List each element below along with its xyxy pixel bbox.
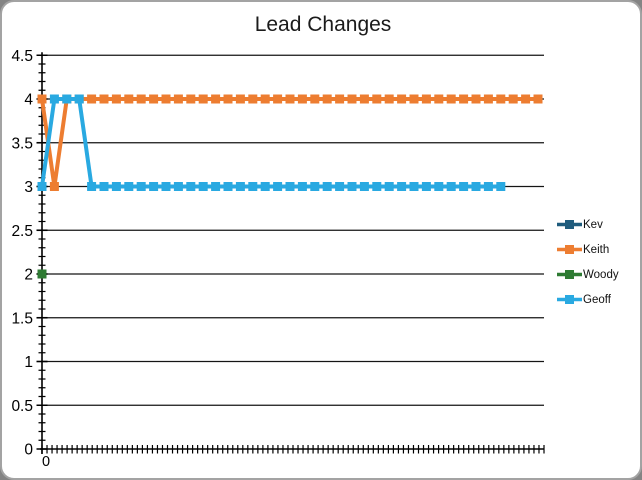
legend-marker-keith [557,245,582,254]
svg-text:4: 4 [24,92,33,109]
svg-text:2.5: 2.5 [11,223,33,240]
legend-label-kev: Kev [583,218,603,231]
legend-item-kev[interactable]: Kev [556,212,619,237]
gridlines [42,54,544,406]
legend-item-geoff[interactable]: Geoff [556,287,619,312]
legend-label-geoff: Geoff [583,293,611,306]
svg-text:4.5: 4.5 [11,48,33,65]
svg-text:3: 3 [24,179,33,196]
legend-marker-kev [557,220,582,229]
svg-text:1: 1 [24,354,33,371]
svg-text:0.5: 0.5 [11,398,33,415]
legend-item-woody[interactable]: Woody [556,262,619,287]
svg-text:0: 0 [42,454,50,470]
x-axis: 0 [40,445,545,470]
legend: Kev Keith Woody Geoff [556,212,619,312]
svg-text:3.5: 3.5 [11,135,33,152]
legend-label-woody: Woody [583,268,619,281]
chart-title: Lead Changes [254,13,392,36]
series-geoff [37,94,506,191]
legend-item-keith[interactable]: Keith [556,237,619,262]
legend-label-keith: Keith [583,243,610,256]
svg-text:1.5: 1.5 [11,310,33,327]
svg-text:0: 0 [24,442,33,459]
series-woody [37,269,47,279]
y-axis-labels: 0 0.5 1 1.5 2 2.5 3 3.5 4 4.5 [11,48,33,459]
legend-marker-geoff [557,295,582,304]
legend-marker-woody [557,270,582,279]
svg-text:2: 2 [24,267,33,284]
